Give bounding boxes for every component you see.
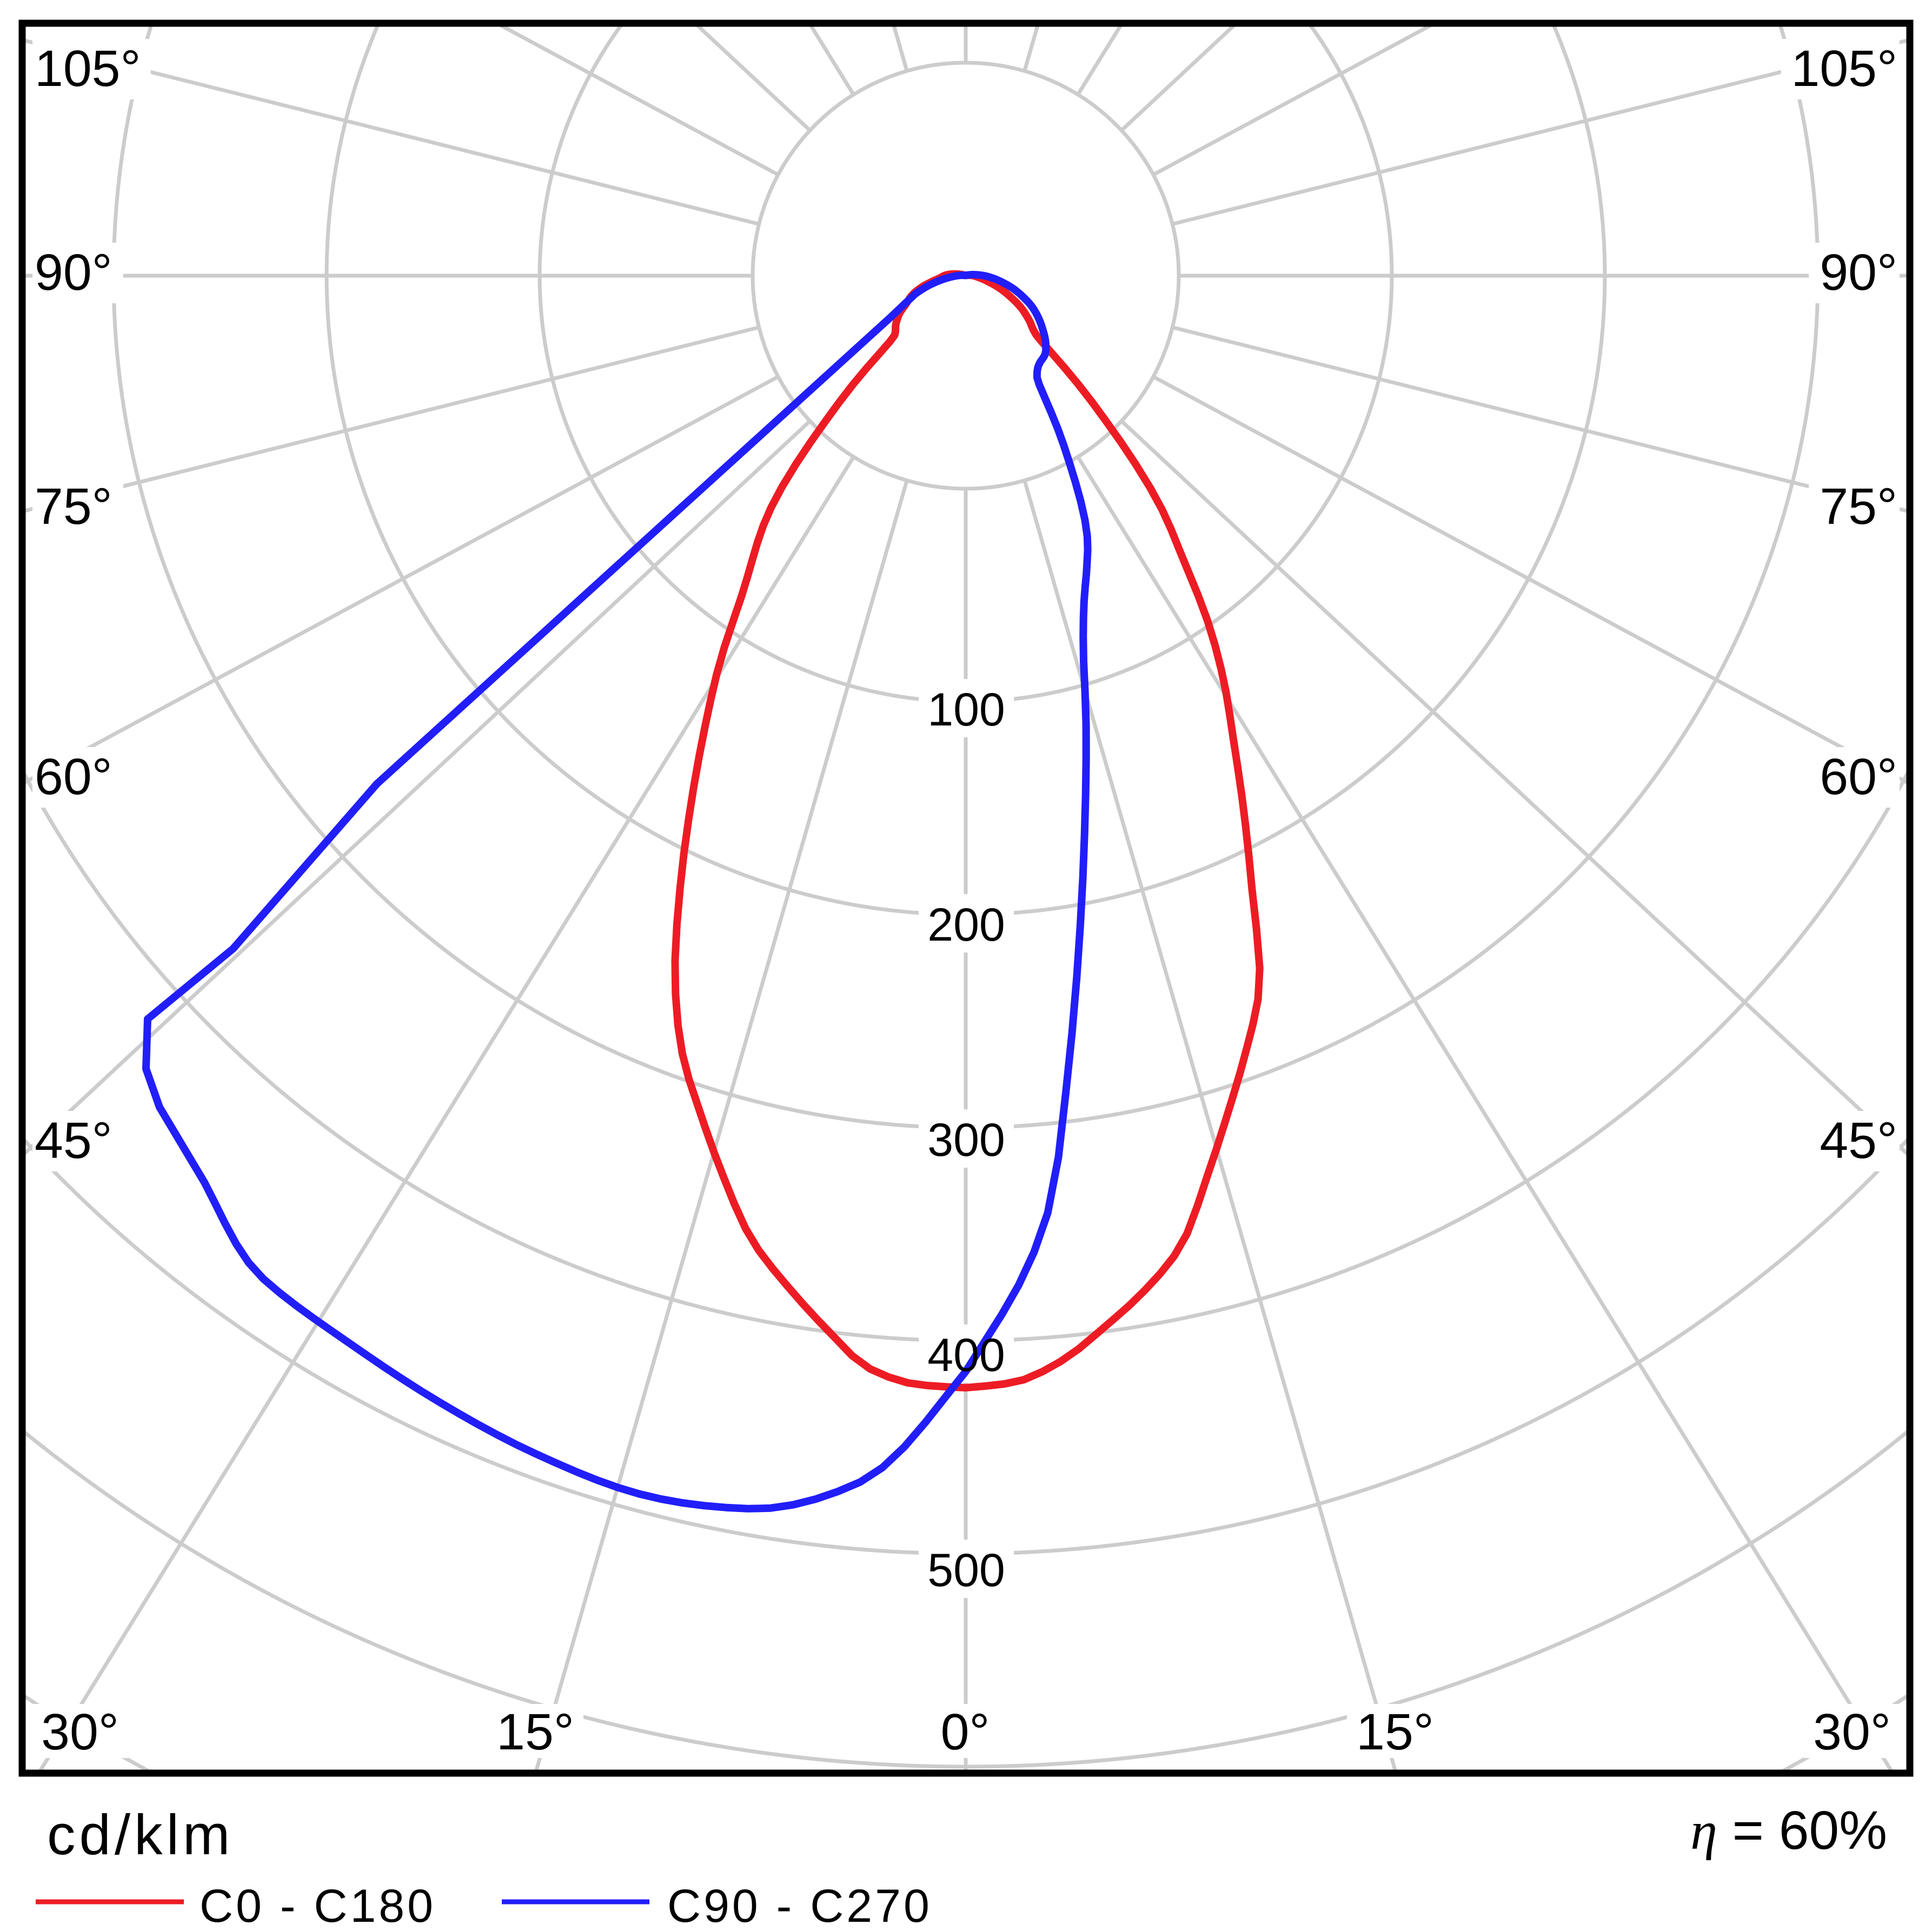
svg-text:75°: 75° (35, 478, 112, 535)
svg-text:30°: 30° (1813, 1703, 1891, 1761)
svg-text:45°: 45° (1820, 1112, 1897, 1169)
svg-text:cd/klm: cd/klm (47, 1803, 234, 1867)
svg-text:105°: 105° (35, 40, 141, 97)
svg-text:C90 - C270: C90 - C270 (667, 1880, 932, 1931)
svg-text:15°: 15° (1356, 1703, 1434, 1761)
svg-text:C0 - C180: C0 - C180 (200, 1880, 436, 1931)
svg-text:75°: 75° (1820, 478, 1897, 535)
svg-text:200: 200 (927, 899, 1005, 951)
svg-text:60°: 60° (35, 748, 112, 805)
svg-text:90°: 90° (35, 244, 112, 301)
svg-text:30°: 30° (41, 1703, 119, 1761)
svg-text:45°: 45° (35, 1112, 112, 1169)
svg-text:15°: 15° (496, 1703, 574, 1761)
svg-text:105°: 105° (1791, 40, 1898, 97)
svg-text:η = 60%: η = 60% (1690, 1800, 1887, 1861)
svg-text:90°: 90° (1820, 244, 1897, 301)
svg-text:400: 400 (927, 1329, 1005, 1381)
svg-text:0°: 0° (941, 1703, 990, 1761)
svg-text:500: 500 (927, 1544, 1005, 1596)
svg-text:60°: 60° (1820, 748, 1897, 805)
svg-text:300: 300 (927, 1114, 1005, 1166)
svg-text:100: 100 (927, 684, 1005, 736)
